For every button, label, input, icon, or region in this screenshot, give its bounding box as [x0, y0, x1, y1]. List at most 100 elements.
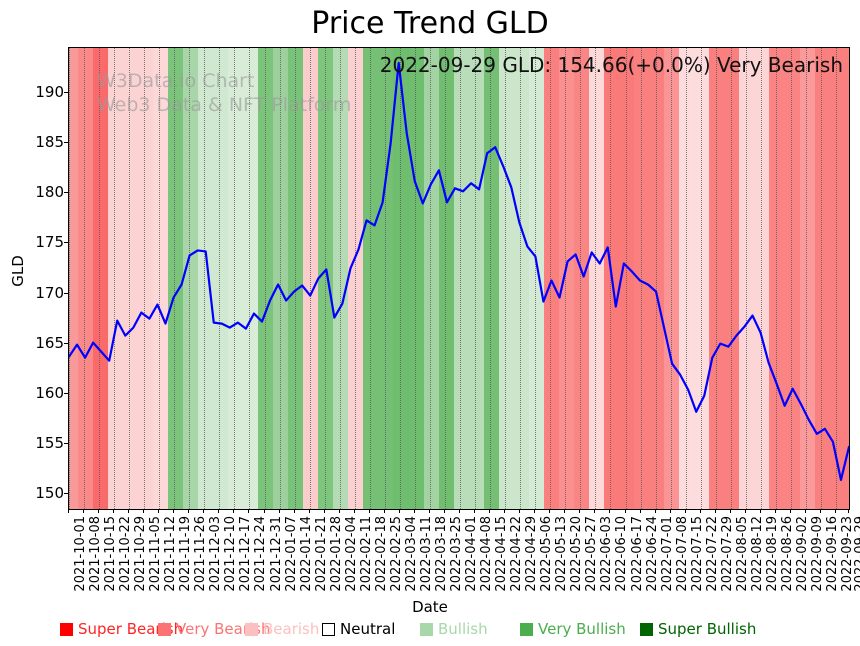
sentiment-band — [348, 48, 364, 509]
x-tick-label: 2022-05-13 — [554, 516, 570, 592]
x-tick-mark — [83, 509, 85, 513]
legend-swatch — [60, 622, 73, 636]
sentiment-band — [543, 48, 559, 509]
x-tick-mark — [729, 509, 731, 513]
sentiment-band — [739, 48, 770, 509]
x-tick-label: 2022-06-10 — [614, 516, 630, 592]
grid-line — [354, 48, 356, 509]
x-tick-label: 2021-10-15 — [103, 516, 119, 592]
sentiment-band — [92, 48, 108, 509]
grid-line — [520, 48, 522, 509]
grid-line — [550, 48, 552, 509]
plot-area: W3Data.io Chart Web3 Data & NFT Platform… — [68, 47, 850, 510]
x-tick-mark — [444, 509, 446, 513]
legend-swatch — [245, 622, 258, 636]
grid-line — [445, 48, 447, 509]
y-tick-label: 190 — [35, 83, 64, 102]
x-tick-label: 2022-02-11 — [358, 516, 374, 592]
legend-item[interactable]: Super Bearish — [60, 618, 183, 640]
price-line — [69, 61, 849, 482]
legend-label: Super Bullish — [658, 620, 757, 638]
sentiment-band — [799, 48, 815, 509]
grid-line — [429, 48, 431, 509]
y-tick-mark — [64, 442, 68, 444]
legend-swatch — [158, 622, 171, 636]
grid-line — [279, 48, 281, 509]
x-tick-label: 2022-07-29 — [719, 516, 735, 592]
grid-line — [264, 48, 266, 509]
legend-swatch — [322, 622, 335, 636]
x-tick-mark — [564, 509, 566, 513]
x-tick-mark — [474, 509, 476, 513]
x-tick-label: 2022-03-04 — [403, 516, 419, 592]
legend-label: Neutral — [340, 620, 396, 638]
x-tick-label: 2022-01-14 — [298, 516, 314, 592]
legend-item[interactable]: Neutral — [322, 618, 395, 640]
grid-line — [219, 48, 221, 509]
legend-item[interactable]: Very Bullish — [520, 618, 626, 640]
x-tick-mark — [428, 509, 430, 513]
watermark-layer: W3Data.io Chart Web3 Data & NFT Platform — [69, 48, 849, 509]
x-tick-label: 2022-03-25 — [449, 516, 465, 592]
x-tick-mark — [218, 509, 220, 513]
x-tick-mark — [519, 509, 521, 513]
grid-line — [114, 48, 116, 509]
sentiment-band — [438, 48, 454, 509]
sentiment-band — [483, 48, 499, 509]
legend-label: Super Bearish — [78, 620, 184, 638]
sentiment-band — [152, 48, 168, 509]
sentiment-band — [69, 48, 78, 509]
x-tick-mark — [233, 509, 235, 513]
sentiment-band — [423, 48, 439, 509]
grid-line — [745, 48, 747, 509]
x-tick-mark — [789, 509, 791, 513]
grid-line — [505, 48, 507, 509]
x-tick-label: 2021-11-12 — [163, 516, 179, 592]
grid-line — [806, 48, 808, 509]
sentiment-band — [107, 48, 153, 509]
grid-line — [475, 48, 477, 509]
price-line-svg — [69, 61, 849, 482]
x-tick-mark — [639, 509, 641, 513]
x-tick-mark — [820, 509, 822, 513]
grid-line — [84, 48, 86, 509]
x-tick-label: 2022-04-15 — [494, 516, 510, 592]
x-tick-mark — [805, 509, 807, 513]
sentiment-band — [664, 48, 680, 509]
x-tick-mark — [248, 509, 250, 513]
sentiment-band — [288, 48, 304, 509]
grid-line — [414, 48, 416, 509]
x-tick-label: 2022-09-29 — [853, 516, 860, 592]
x-tick-label: 2022-06-03 — [599, 516, 615, 592]
annotation-layer: 2022-09-29 GLD: 154.66(+0.0%) Very Beari… — [69, 48, 849, 509]
x-tick-label: 2022-07-08 — [674, 516, 690, 592]
legend-item[interactable]: Bearish — [245, 618, 319, 640]
x-tick-label: 2022-09-09 — [810, 516, 826, 592]
y-tick-label: 170 — [35, 283, 64, 302]
x-tick-label: 2022-03-11 — [418, 516, 434, 592]
y-tick-label: 185 — [35, 133, 64, 152]
sentiment-band — [573, 48, 589, 509]
x-axis-label: Date — [412, 598, 448, 616]
y-tick-mark — [64, 242, 68, 244]
x-tick-label: 2022-08-19 — [764, 516, 780, 592]
x-tick-label: 2022-08-12 — [749, 516, 765, 592]
x-tick-label: 2022-08-26 — [779, 516, 795, 592]
legend-item[interactable]: Super Bullish — [640, 618, 756, 640]
x-tick-mark — [203, 509, 205, 513]
y-tick-label: 180 — [35, 183, 64, 202]
sentiment-band — [393, 48, 424, 509]
sentiment-band — [528, 48, 544, 509]
x-tick-mark — [459, 509, 461, 513]
grid-line — [730, 48, 732, 509]
grid-line — [129, 48, 131, 509]
sentiment-band — [258, 48, 274, 509]
legend-item[interactable]: Bullish — [420, 618, 488, 640]
x-tick-label: 2021-11-19 — [178, 516, 194, 592]
x-tick-mark — [774, 509, 776, 513]
x-tick-mark — [143, 509, 145, 513]
sentiment-band — [318, 48, 334, 509]
legend-swatch — [520, 622, 533, 636]
y-tick-label: 150 — [35, 483, 64, 502]
sentiment-band — [769, 48, 800, 509]
